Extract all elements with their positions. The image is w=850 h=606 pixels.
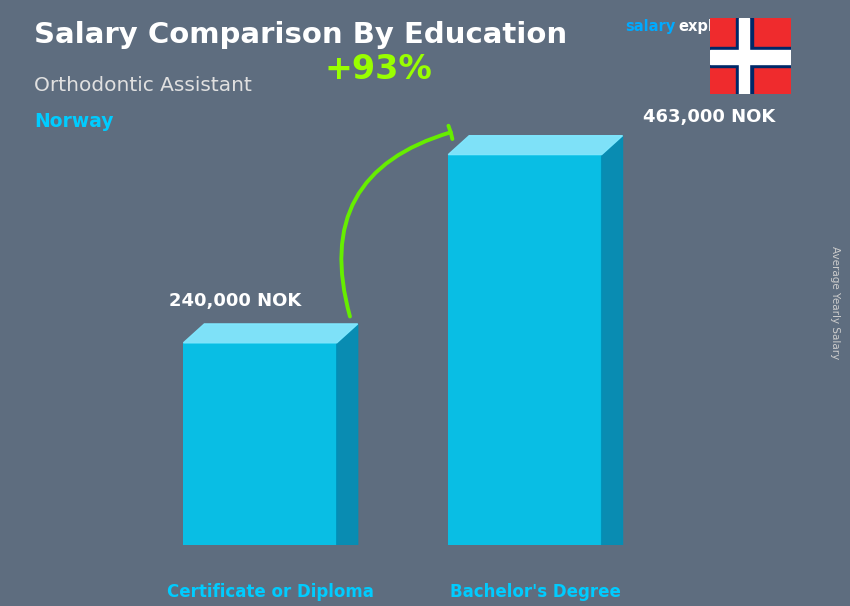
Bar: [710, 47, 791, 67]
Text: Norway: Norway: [34, 112, 114, 131]
Text: .com: .com: [740, 19, 779, 35]
Text: Average Yearly Salary: Average Yearly Salary: [830, 247, 840, 359]
Text: Certificate or Diploma: Certificate or Diploma: [167, 583, 374, 601]
Text: salary: salary: [625, 19, 675, 35]
FancyBboxPatch shape: [184, 343, 337, 545]
FancyBboxPatch shape: [448, 155, 602, 545]
Polygon shape: [184, 324, 358, 343]
Text: +93%: +93%: [325, 53, 433, 86]
Polygon shape: [602, 136, 622, 545]
Text: explorer: explorer: [678, 19, 748, 35]
Bar: [736, 18, 752, 94]
Text: Bachelor's Degree: Bachelor's Degree: [450, 583, 620, 601]
Polygon shape: [337, 324, 358, 545]
Text: Orthodontic Assistant: Orthodontic Assistant: [34, 76, 252, 95]
Polygon shape: [448, 136, 622, 155]
Bar: [710, 50, 791, 64]
Text: Salary Comparison By Education: Salary Comparison By Education: [34, 21, 567, 49]
Bar: [739, 18, 750, 94]
Text: 240,000 NOK: 240,000 NOK: [169, 291, 302, 310]
Text: 463,000 NOK: 463,000 NOK: [643, 108, 776, 126]
